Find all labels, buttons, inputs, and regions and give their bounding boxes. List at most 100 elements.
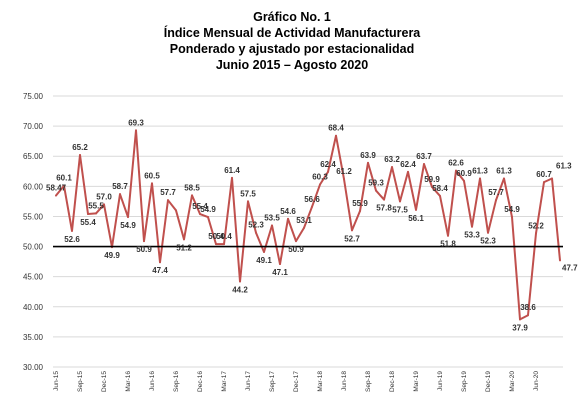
x-tick-label: Sep-18 bbox=[365, 371, 372, 392]
data-label: 54.9 bbox=[200, 205, 216, 214]
series-segment bbox=[543, 177, 553, 184]
series-segment bbox=[63, 184, 73, 232]
data-label: 62.4 bbox=[400, 160, 416, 169]
data-label: 56.1 bbox=[408, 214, 424, 223]
data-label: 47.1 bbox=[272, 268, 288, 277]
data-label: 63.7 bbox=[416, 152, 432, 161]
data-label: 58.5 bbox=[184, 183, 200, 192]
x-tick-label: Dec-19 bbox=[485, 371, 492, 392]
data-label: 61.4 bbox=[224, 166, 240, 175]
data-label: 53.3 bbox=[464, 231, 480, 240]
series-segment bbox=[207, 216, 217, 246]
series-segment bbox=[359, 161, 369, 213]
series-segment bbox=[343, 178, 353, 232]
data-label: 54.6 bbox=[280, 207, 296, 216]
series-segment bbox=[471, 177, 481, 228]
data-label: 54.9 bbox=[120, 221, 136, 230]
data-label: 62.4 bbox=[320, 160, 336, 169]
x-tick-label: Sep-16 bbox=[173, 371, 180, 392]
series-segment bbox=[271, 224, 281, 266]
data-label: 63.9 bbox=[360, 151, 376, 160]
series-segment bbox=[71, 154, 81, 232]
series-segment bbox=[119, 193, 129, 219]
data-label: 57.0 bbox=[96, 192, 112, 201]
y-tick-label: 45.00 bbox=[23, 273, 44, 282]
series-segment bbox=[407, 170, 417, 211]
data-label: 61.3 bbox=[556, 162, 572, 171]
series-segment bbox=[487, 199, 497, 234]
series-segment bbox=[335, 134, 345, 181]
series-segment bbox=[199, 213, 209, 219]
x-tick-label: Mar-16 bbox=[125, 371, 132, 392]
data-label: 63.2 bbox=[384, 155, 400, 164]
x-tick-label: Sep-15 bbox=[77, 371, 84, 392]
series-segment bbox=[463, 179, 473, 228]
y-tick-label: 30.00 bbox=[23, 363, 44, 372]
series-segment bbox=[535, 181, 545, 235]
series-segment bbox=[159, 199, 169, 264]
series-segment bbox=[87, 212, 97, 216]
series-segment bbox=[391, 166, 401, 203]
series-segment bbox=[375, 189, 385, 201]
data-label: 60.3 bbox=[312, 173, 328, 182]
series-segment bbox=[503, 177, 513, 219]
y-tick-label: 40.00 bbox=[23, 303, 44, 312]
data-label: 61.2 bbox=[336, 167, 352, 176]
data-label: 60.9 bbox=[456, 169, 472, 178]
x-tick-label: Dec-15 bbox=[101, 371, 108, 392]
x-tick-label: Mar-19 bbox=[413, 371, 420, 392]
series-segment bbox=[327, 134, 337, 173]
data-label: 61.3 bbox=[472, 167, 488, 176]
data-label: 47.7 bbox=[562, 263, 578, 272]
data-label: 52.7 bbox=[344, 234, 360, 243]
series-segment bbox=[55, 184, 65, 197]
data-label: 49.1 bbox=[256, 256, 272, 265]
data-label: 55.5 bbox=[88, 201, 104, 210]
series-segment bbox=[183, 194, 193, 241]
data-label: 57.7 bbox=[160, 188, 176, 197]
series-segment bbox=[303, 205, 313, 229]
y-tick-label: 60.00 bbox=[23, 182, 44, 191]
series-segment bbox=[495, 177, 505, 202]
data-label: 49.9 bbox=[104, 251, 120, 260]
x-tick-label: Mar-18 bbox=[317, 371, 324, 392]
x-tick-label: Dec-18 bbox=[389, 371, 396, 392]
data-label: 55.4 bbox=[192, 202, 208, 211]
data-label: 52.2 bbox=[528, 221, 544, 230]
data-label: 69.3 bbox=[128, 118, 144, 127]
series-segment bbox=[287, 217, 297, 243]
data-label: 51.2 bbox=[176, 243, 192, 252]
series-segment bbox=[79, 154, 89, 216]
x-tick-label: Mar-20 bbox=[509, 371, 516, 392]
y-tick-label: 65.00 bbox=[23, 152, 44, 161]
data-label: 57.7 bbox=[488, 188, 504, 197]
y-axis: 30.00 35.00 40.00 45.00 50.00 55.00 60.00 65.00… bbox=[23, 92, 44, 372]
y-tick-label: 55.00 bbox=[23, 212, 44, 221]
chart-title-line-2: Índice Mensual de Actividad Manufacturer… bbox=[164, 25, 422, 40]
x-tick-label: Dec-16 bbox=[197, 371, 204, 392]
y-tick-label: 75.00 bbox=[23, 92, 44, 101]
x-axis: Jun-15 Sep-15 Dec-15 Mar-16 Jun-16 Sep-16 Dec-… bbox=[53, 371, 540, 392]
series-segment bbox=[519, 314, 529, 321]
chart-title-line-3: Ponderado y ajustado por estacionalidad bbox=[170, 42, 415, 56]
data-label: 50.9 bbox=[136, 245, 152, 254]
data-label: 38.6 bbox=[520, 303, 536, 312]
data-label: 60.1 bbox=[56, 174, 72, 183]
x-tick-label: Jun-16 bbox=[149, 371, 156, 391]
data-label: 56.6 bbox=[304, 195, 320, 204]
series-segment bbox=[551, 177, 561, 262]
series-segment bbox=[431, 185, 441, 197]
data-label: 53.5 bbox=[264, 213, 280, 222]
series-segment bbox=[511, 216, 521, 321]
series-segment bbox=[423, 163, 433, 188]
series-segment bbox=[151, 182, 161, 264]
x-tick-label: Sep-17 bbox=[269, 371, 276, 392]
data-label: 65.2 bbox=[72, 143, 88, 152]
data-label: 50.9 bbox=[288, 245, 304, 254]
series-segment bbox=[367, 161, 377, 192]
series-segment bbox=[455, 169, 465, 182]
chart-title-line-1: Gráfico No. 1 bbox=[253, 10, 331, 24]
series-segment bbox=[103, 203, 113, 249]
data-label: 51.8 bbox=[440, 240, 456, 249]
